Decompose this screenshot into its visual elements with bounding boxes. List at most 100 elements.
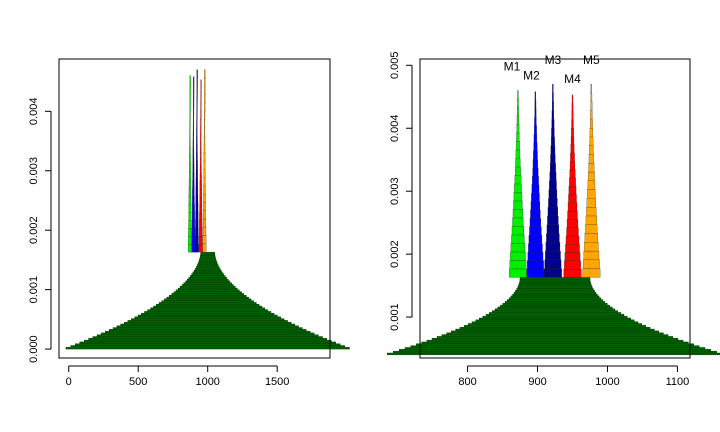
- y-tick-label: 0.004: [389, 114, 401, 142]
- spike-bar: [516, 132, 520, 142]
- spike-bar: [547, 207, 558, 217]
- spike-bar: [193, 92, 195, 101]
- spike-bar: [192, 172, 195, 181]
- spike-bar: [567, 210, 578, 220]
- spike-bar: [194, 243, 199, 253]
- spike-bar: [515, 158, 521, 168]
- spike-bar: [552, 84, 554, 94]
- spike-bar: [192, 196, 195, 205]
- spike-bar: [192, 148, 195, 157]
- spike-bar: [189, 155, 191, 165]
- base-bar: [518, 282, 592, 286]
- spike-bar: [189, 107, 191, 116]
- spike-bar: [195, 177, 198, 186]
- y-tick-label: 0.001: [389, 303, 401, 331]
- spike-bar: [533, 133, 538, 143]
- base-bar: [112, 327, 303, 330]
- spike-bar: [200, 95, 202, 104]
- base-bar: [450, 330, 660, 333]
- base-bar: [426, 339, 684, 343]
- spike-bar: [547, 215, 559, 225]
- spike-bar: [533, 150, 538, 160]
- spike-bar: [590, 101, 593, 111]
- x-tick-label: 900: [528, 376, 546, 388]
- spike-bar: [188, 211, 192, 221]
- y-tick-label: 0.004: [28, 98, 40, 126]
- spike-bar: [526, 268, 545, 278]
- base-bar: [186, 278, 229, 282]
- spike-bar: [200, 134, 202, 143]
- spike-bar: [549, 180, 557, 190]
- base-bar: [188, 277, 227, 280]
- base-bar: [70, 345, 345, 348]
- spike-bar: [199, 228, 203, 237]
- base-bar: [141, 312, 275, 316]
- spike-bar: [564, 260, 581, 270]
- y-tick-label: 0.000: [28, 335, 40, 363]
- chart-panel-1: 0 500 1000 1500 0.000 0.001 0.002 0.003 0.004: [28, 58, 350, 388]
- spike-bar: [200, 111, 202, 120]
- spike-bar: [528, 235, 543, 244]
- spike-bar: [189, 163, 191, 173]
- base-bar: [489, 312, 621, 315]
- spike-bar: [192, 204, 195, 213]
- spike-bar: [517, 90, 519, 100]
- plot-frame: [58, 58, 331, 359]
- x-axis: 800 900 1000 1100: [458, 365, 689, 388]
- spike-bar: [203, 127, 206, 137]
- spike-bar: [203, 135, 206, 145]
- spike-bar: [195, 202, 199, 211]
- spike-bar: [571, 111, 574, 120]
- base-bar: [127, 320, 288, 323]
- spike-bar: [545, 242, 561, 252]
- spike-bar: [193, 100, 195, 109]
- base-bar: [195, 266, 220, 269]
- base-bar: [147, 309, 269, 312]
- spike-bar: [193, 108, 195, 117]
- spike-bar: [199, 220, 203, 229]
- spike-bar: [529, 218, 542, 227]
- series-label: M1: [504, 59, 521, 73]
- spike-bar: [199, 181, 202, 190]
- spike-bar: [568, 186, 577, 195]
- base-bar: [192, 271, 223, 274]
- spike-bar: [590, 110, 593, 120]
- spike-bar: [534, 116, 537, 126]
- spike-bar: [188, 187, 192, 197]
- spike-bar: [590, 84, 592, 94]
- spike-bar: [188, 171, 191, 181]
- base-bar: [79, 341, 336, 344]
- y-tick-label: 0.001: [28, 276, 40, 304]
- base-bar: [513, 291, 597, 295]
- spike-bar: [200, 103, 202, 112]
- spike-bar: [191, 212, 195, 221]
- base-bar: [200, 251, 215, 255]
- spike-bar: [513, 192, 523, 202]
- spike-bar: [532, 159, 538, 168]
- base-bar: [105, 330, 311, 334]
- plot-frame: [419, 58, 691, 359]
- base-bar: [506, 299, 604, 302]
- base-bar: [153, 305, 263, 309]
- spike-bar: [192, 180, 195, 189]
- base-bar: [166, 296, 249, 300]
- spike-bar: [189, 147, 191, 157]
- series-2-spike: [191, 76, 196, 253]
- base-bar: [116, 325, 299, 328]
- spike-bar: [204, 86, 206, 95]
- spike-bar: [199, 173, 202, 182]
- spike-bar: [534, 108, 537, 118]
- base-bar: [404, 347, 706, 350]
- base-bar: [134, 316, 281, 319]
- spike-bar: [514, 183, 522, 193]
- spike-bar: [546, 233, 560, 243]
- x-tick-label: 0: [66, 376, 72, 388]
- spike-bar: [585, 215, 597, 225]
- spike-bar: [530, 209, 541, 219]
- spike-bar: [589, 136, 594, 146]
- spike-bar: [195, 194, 199, 203]
- spike-bar: [199, 197, 202, 206]
- spike-bar: [196, 102, 198, 112]
